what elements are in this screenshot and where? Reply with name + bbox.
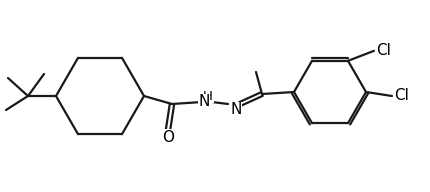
Text: Cl: Cl [377,43,391,58]
Text: Cl: Cl [395,89,409,103]
Text: H: H [203,89,213,103]
Text: N: N [198,94,210,109]
Text: O: O [162,129,174,145]
Text: N: N [230,103,242,118]
